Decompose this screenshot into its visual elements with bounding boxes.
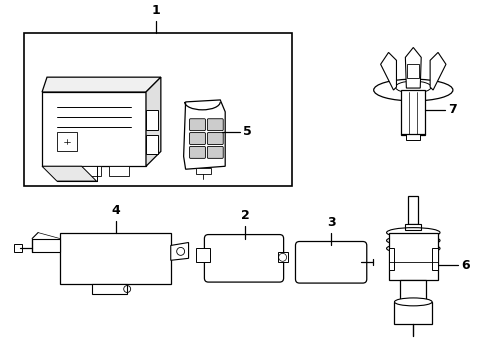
Bar: [401, 90, 425, 135]
Polygon shape: [32, 239, 60, 252]
FancyBboxPatch shape: [190, 132, 205, 144]
FancyBboxPatch shape: [190, 147, 205, 158]
Bar: [400, 280, 426, 302]
Polygon shape: [405, 48, 421, 88]
Bar: [146, 110, 158, 130]
Text: 5: 5: [243, 125, 252, 138]
Bar: [405, 224, 421, 230]
Polygon shape: [381, 53, 396, 90]
Polygon shape: [42, 77, 161, 92]
Bar: [389, 233, 438, 280]
Text: 2: 2: [241, 209, 249, 222]
Bar: [109, 166, 129, 176]
Bar: [146, 135, 158, 154]
Bar: [57, 132, 77, 152]
Bar: [394, 302, 432, 324]
FancyBboxPatch shape: [207, 119, 223, 131]
Polygon shape: [430, 53, 446, 90]
Bar: [196, 248, 210, 262]
Ellipse shape: [394, 298, 432, 306]
Bar: [82, 166, 101, 176]
Ellipse shape: [395, 81, 431, 93]
Bar: [407, 64, 419, 78]
Bar: [278, 252, 288, 262]
Polygon shape: [171, 243, 189, 260]
Bar: [432, 248, 438, 270]
Polygon shape: [184, 100, 225, 169]
FancyBboxPatch shape: [207, 132, 223, 144]
FancyBboxPatch shape: [204, 235, 284, 282]
FancyBboxPatch shape: [295, 242, 367, 283]
Bar: [60, 233, 171, 284]
Text: 6: 6: [461, 259, 469, 272]
FancyBboxPatch shape: [207, 147, 223, 158]
Polygon shape: [42, 166, 97, 181]
Bar: [389, 248, 394, 270]
Text: 3: 3: [327, 216, 336, 229]
Text: 4: 4: [112, 204, 121, 217]
Text: 1: 1: [151, 4, 160, 17]
Ellipse shape: [374, 79, 453, 101]
Text: 7: 7: [448, 103, 457, 116]
Bar: [196, 168, 211, 174]
Polygon shape: [146, 77, 161, 166]
Bar: [14, 244, 22, 252]
Polygon shape: [42, 92, 146, 166]
FancyBboxPatch shape: [190, 119, 205, 131]
Bar: [406, 134, 420, 140]
Bar: [408, 196, 418, 224]
Bar: [24, 33, 292, 186]
Bar: [92, 284, 127, 294]
